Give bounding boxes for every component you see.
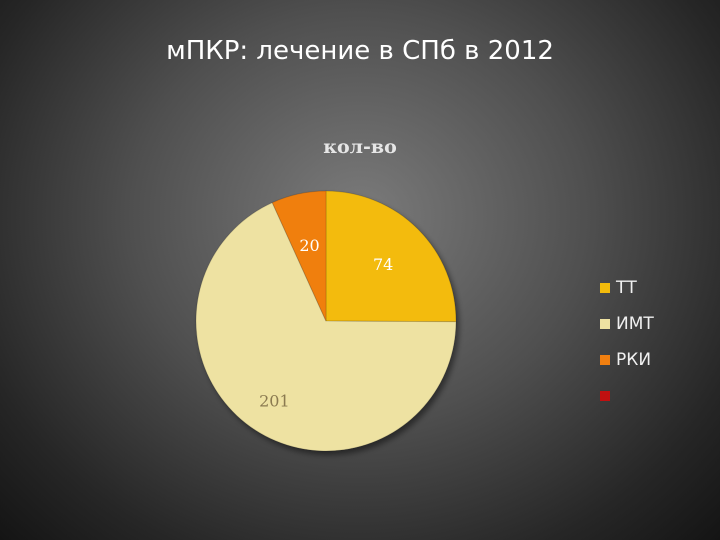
legend-label-2: ИМТ [616,314,654,334]
legend-item-2: ИМТ [600,306,654,342]
chart-title: кол-во [323,136,397,158]
legend-swatch-4 [600,391,610,401]
data-label-2: 201 [259,392,290,411]
pie-slice-3 [271,190,327,322]
legend-item-4 [600,378,654,414]
legend: ТТ ИМТ РКИ [600,270,654,414]
legend-swatch-1 [600,283,610,293]
legend-swatch-3 [600,355,610,365]
data-label-3: 20 [299,236,319,255]
pie-slice-2 [195,201,457,452]
legend-label-3: РКИ [616,350,652,370]
legend-item-3: РКИ [600,342,654,378]
legend-label-1: ТТ [616,278,637,298]
legend-swatch-2 [600,319,610,329]
data-label-1: 74 [373,255,393,274]
legend-item-1: ТТ [600,270,654,306]
slide-title: мПКР: лечение в СПб в 2012 [166,36,554,66]
pie-slice-1 [325,190,457,323]
